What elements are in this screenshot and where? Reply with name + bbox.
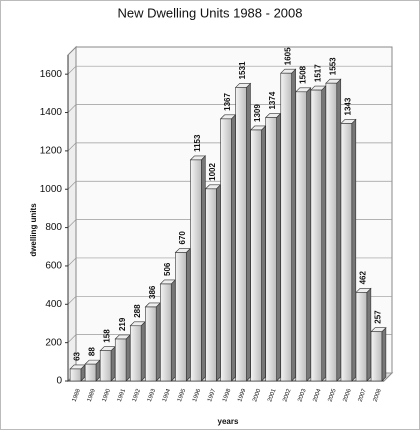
bar [205,188,217,382]
value-label: 1605 [283,47,292,65]
x-tick-label: 2005 [327,388,337,403]
value-label: 1553 [328,57,337,75]
value-label: 63 [73,351,82,360]
y-tick-label: 200 [45,337,62,348]
x-tick-label: 1993 [147,388,157,403]
bar-side [351,118,357,382]
value-label: 1374 [268,91,277,109]
side-wall [67,45,77,383]
bar-side [381,326,387,382]
bar [340,123,353,382]
bar [114,338,127,382]
bar-side [201,155,206,382]
x-tick-label: 1999 [237,388,247,403]
value-label: 1002 [208,163,217,181]
bar [355,292,368,382]
bar [280,72,292,382]
value-label: 1343 [343,97,352,115]
y-tick-label: 1000 [40,184,63,195]
bar [69,368,82,382]
bar [235,87,247,382]
chart-title: New Dwelling Units 1988 - 2008 [118,5,303,20]
x-tick-label: 2006 [343,388,353,403]
bar-side [336,78,342,382]
bar-side [216,184,221,382]
bar [370,331,383,382]
x-tick-label: 1995 [177,388,187,403]
y-tick-label: 1200 [40,146,63,157]
bar-side [321,85,327,382]
bar [220,118,232,382]
bar [175,252,187,382]
bar [190,159,202,382]
x-tick-label: 2007 [358,388,368,403]
bar [250,129,262,382]
bar-side [306,87,311,382]
bar-side [231,114,236,382]
x-tick-label: 1988 [72,388,82,403]
value-label: 288 [133,304,142,318]
y-axis-title: dwelling units [29,203,38,257]
value-label: 1153 [193,134,202,152]
value-label: 257 [374,310,383,324]
grid-line [67,65,392,75]
value-label: 1517 [313,64,322,82]
y-tick-label: 0 [56,376,62,387]
value-label: 506 [163,262,172,276]
x-tick-label: 1996 [192,388,202,403]
y-tick-label: 600 [45,261,62,272]
y-tick-label: 1600 [40,69,63,80]
value-label: 462 [359,271,368,285]
bar [129,325,142,382]
bar [325,82,338,382]
x-tick-label: 1997 [207,388,217,403]
x-tick-label: 2002 [282,388,292,403]
value-label: 1367 [223,93,232,111]
bar-side [291,68,296,382]
value-label: 1508 [298,65,307,83]
x-tick-label: 1991 [117,388,127,403]
x-axis-title: years [218,417,239,426]
bar-side [366,287,372,382]
x-tick-label: 2004 [312,388,322,403]
value-label: 1531 [238,61,247,79]
x-tick-label: 1990 [102,388,112,403]
y-tick-label: 1400 [40,107,63,118]
bar-side [276,112,281,382]
value-label: 386 [148,285,157,299]
bar [145,306,157,382]
value-label: 158 [103,329,112,343]
y-tick-label: 400 [45,299,62,310]
x-tick-label: 2008 [373,388,383,403]
value-label: 670 [178,231,187,245]
bar [295,91,307,382]
x-tick-label: 2000 [252,388,262,403]
x-tick-label: 2001 [267,388,277,403]
bar-side [155,302,161,382]
bar [99,350,112,382]
value-label: 219 [118,317,127,331]
y-tick-label: 800 [45,222,62,233]
x-tick-label: 1998 [222,388,232,403]
x-tick-label: 1994 [162,388,172,403]
bar [84,363,97,382]
bar-side [125,334,131,382]
bar [310,89,323,382]
bar-side [140,321,146,382]
bar [160,283,172,382]
value-label: 1309 [253,104,262,122]
x-tick-label: 1989 [87,388,97,403]
bar-side [185,247,191,382]
bar [265,117,277,382]
bar-side [110,345,116,382]
x-tick-label: 2003 [297,388,307,403]
value-label: 88 [88,347,97,356]
bar-side [246,82,251,382]
bar-side [261,125,266,382]
x-tick-label: 1992 [132,388,142,403]
bar-side [170,279,176,382]
